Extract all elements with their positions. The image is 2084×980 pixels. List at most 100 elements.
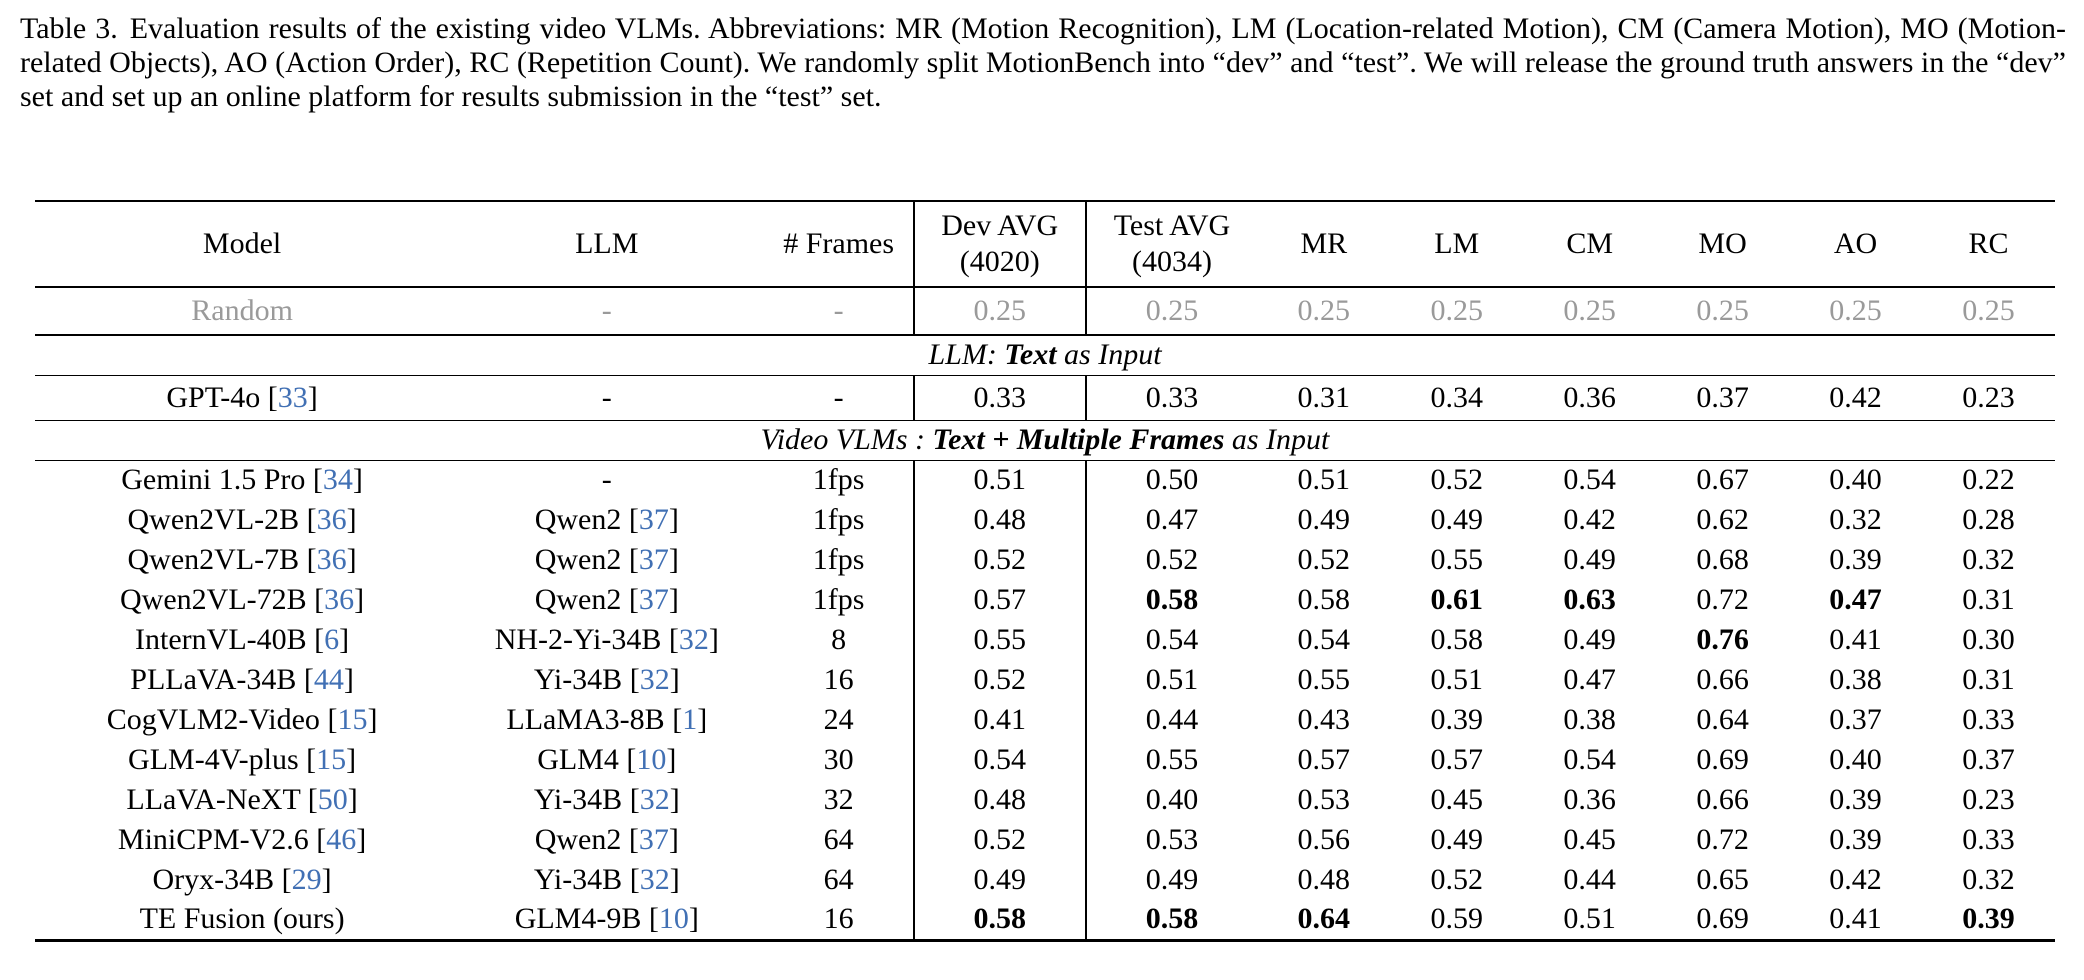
model-cell: InternVL-40B [6] (135, 623, 350, 656)
ao-cell: 0.42 (1829, 380, 1882, 414)
dev-avg-cell: 0.33 (912, 375, 1086, 420)
lm-cell: 0.61 (1430, 583, 1483, 616)
lm-cell: 0.25 (1430, 294, 1483, 327)
dev-avg-cell: 0.49 (912, 860, 1086, 900)
section-header-row: Video VLMs : Text + Multiple Frames as I… (35, 420, 2055, 460)
col-header-test-avg-line1: Test AVG (1113, 209, 1231, 242)
mo-cell: 0.25 (1696, 294, 1749, 327)
cm-cell: 0.51 (1563, 902, 1616, 936)
citation-link[interactable]: 29 (291, 863, 322, 896)
table-row: Qwen2VL-7B [36] Qwen2 [37] 1fps 0.52 0.52 0.5… (35, 540, 2055, 580)
mo-cell: 0.65 (1696, 863, 1749, 896)
llm-cell: Qwen2 [37] (534, 543, 679, 576)
frames-cell: - (833, 294, 844, 327)
ao-cell: 0.37 (1829, 703, 1882, 736)
col-header-model: Model (202, 227, 282, 260)
lm-cell: 0.57 (1430, 743, 1483, 776)
citation-link[interactable]: 36 (324, 583, 355, 616)
mo-cell: 0.72 (1696, 823, 1749, 856)
frames-cell: 24 (823, 703, 854, 736)
mo-cell: 0.68 (1696, 543, 1749, 576)
section-title: Video VLMs : Text + Multiple Frames as I… (35, 420, 2055, 460)
ao-cell: 0.38 (1829, 663, 1882, 696)
citation-link[interactable]: 32 (639, 783, 670, 816)
citation-link[interactable]: 1 (682, 703, 698, 736)
dev-avg-cell: 0.55 (912, 620, 1086, 660)
mr-cell: 0.55 (1297, 663, 1351, 696)
frames-cell: 1fps (812, 463, 865, 497)
test-avg-cell: 0.40 (1084, 780, 1258, 820)
test-avg-cell: 0.58 (1084, 900, 1258, 940)
model-cell: MiniCPM-V2.6 [46] (117, 823, 367, 856)
llm-cell: NH-2-Yi-34B [32] (494, 623, 719, 656)
citation-link[interactable]: 36 (316, 503, 347, 536)
cm-cell: 0.45 (1563, 823, 1616, 856)
header-row: Model LLM # Frames Dev AVG (4020) Test A… (35, 201, 2055, 287)
test-avg-cell: 0.50 (1084, 460, 1258, 500)
cm-cell: 0.36 (1563, 380, 1616, 414)
citation-link[interactable]: 36 (316, 543, 347, 576)
cm-cell: 0.47 (1563, 663, 1616, 696)
frames-cell: 16 (823, 902, 854, 936)
citation-link[interactable]: 33 (277, 380, 308, 414)
dev-avg-cell: 0.48 (912, 780, 1086, 820)
llm-cell: LLaMA3-8B [1] (506, 703, 708, 736)
citation-link[interactable]: 15 (337, 703, 368, 736)
mr-cell: 0.57 (1297, 743, 1351, 776)
lm-cell: 0.58 (1430, 623, 1483, 656)
frames-cell: 30 (823, 743, 854, 776)
mr-cell: 0.51 (1297, 463, 1351, 497)
dev-avg-cell: 0.58 (912, 900, 1086, 940)
rc-cell: 0.32 (1962, 863, 2015, 896)
citation-link[interactable]: 37 (638, 583, 669, 616)
citation-link[interactable]: 46 (326, 823, 357, 856)
rc-cell: 0.23 (1962, 380, 2015, 414)
citation-link[interactable]: 44 (313, 663, 344, 696)
ao-cell: 0.42 (1829, 863, 1882, 896)
mr-cell: 0.25 (1297, 294, 1351, 327)
citation-link[interactable]: 34 (322, 463, 353, 497)
col-header-frames: # Frames (783, 227, 895, 260)
citation-link[interactable]: 50 (317, 783, 348, 816)
ao-cell: 0.41 (1829, 623, 1882, 656)
citation-link[interactable]: 10 (658, 902, 689, 936)
lm-cell: 0.51 (1430, 663, 1483, 696)
citation-link[interactable]: 32 (639, 863, 670, 896)
lm-cell: 0.34 (1430, 380, 1483, 414)
section-header-row: LLM: Text as Input (35, 335, 2055, 375)
llm-cell: Qwen2 [37] (534, 503, 679, 536)
rc-cell: 0.31 (1962, 663, 2015, 696)
mr-cell: 0.56 (1297, 823, 1351, 856)
citation-link[interactable]: 37 (638, 823, 669, 856)
section-title-part: as Input (1224, 423, 1330, 456)
mo-cell: 0.66 (1696, 663, 1749, 696)
table-row: TE Fusion (ours) GLM4-9B [10] 16 0.58 0.58 0.… (35, 900, 2055, 940)
llm-cell: - (601, 463, 612, 497)
mo-cell: 0.76 (1696, 623, 1749, 656)
dev-avg-cell: 0.25 (912, 287, 1086, 335)
citation-link[interactable]: 37 (638, 543, 669, 576)
col-header-dev-avg-line1: Dev AVG (941, 209, 1059, 242)
col-header-lm: LM (1434, 227, 1480, 260)
citation-link[interactable]: 32 (678, 623, 709, 656)
model-cell: TE Fusion (ours) (139, 902, 345, 936)
frames-cell: 16 (823, 663, 854, 696)
test-avg-cell: 0.44 (1084, 700, 1258, 740)
test-avg-cell: 0.58 (1084, 580, 1258, 620)
citation-link[interactable]: 10 (636, 743, 667, 776)
citation-link[interactable]: 15 (316, 743, 347, 776)
model-cell: Oryx-34B [29] (152, 863, 332, 896)
dev-avg-cell: 0.57 (912, 580, 1086, 620)
citation-link[interactable]: 6 (324, 623, 340, 656)
cm-cell: 0.49 (1563, 623, 1616, 656)
llm-cell: GLM4-9B [10] (514, 902, 699, 936)
citation-link[interactable]: 32 (639, 663, 670, 696)
model-cell: Random (191, 294, 293, 327)
citation-link[interactable]: 37 (638, 503, 669, 536)
dev-avg-cell: 0.51 (912, 460, 1086, 500)
ao-cell: 0.40 (1829, 463, 1882, 497)
ao-cell: 0.40 (1829, 743, 1882, 776)
rc-cell: 0.39 (1962, 902, 2015, 936)
rc-cell: 0.32 (1962, 543, 2015, 576)
col-header-test-avg-line2: (4034) (1131, 245, 1212, 278)
